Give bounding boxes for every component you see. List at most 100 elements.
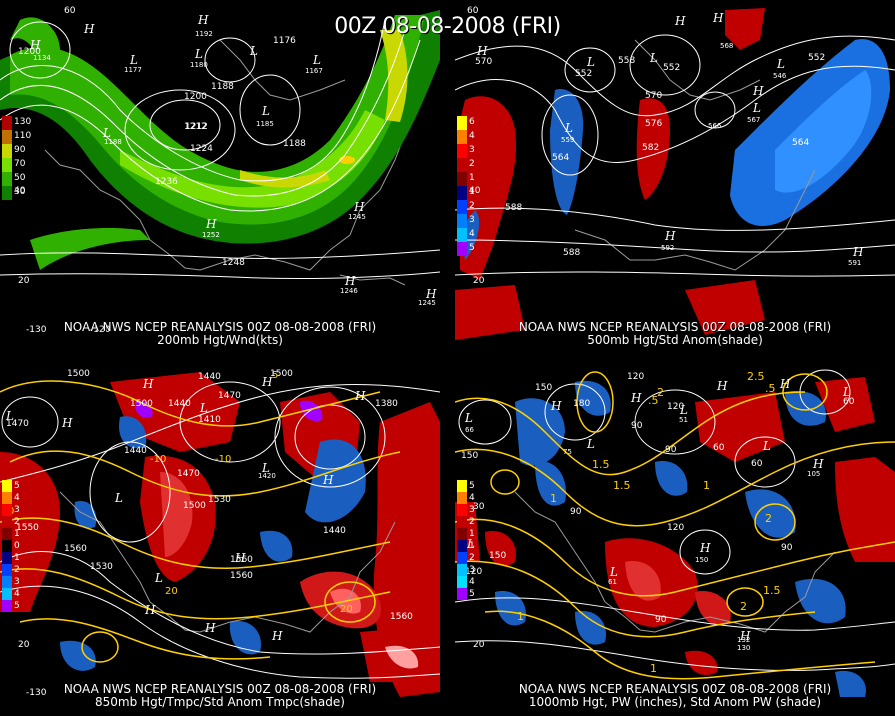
height-label: 1440 — [168, 399, 191, 409]
height-label: 1420 — [258, 472, 276, 480]
panel-200mb: 1200 1134 1212 1177 1180 1192 1176 1167 … — [0, 0, 440, 354]
temperature-contours-850mb — [0, 380, 401, 663]
svg-text:.5: .5 — [765, 382, 776, 395]
legend-label: 2 — [469, 517, 475, 527]
height-label: 51 — [679, 416, 688, 424]
legend-label: 2 — [469, 201, 475, 211]
height-label: 90 — [655, 615, 667, 625]
height-label: 60 — [713, 443, 725, 453]
height-label: 552 — [663, 63, 680, 73]
height-label: 1224 — [190, 144, 213, 154]
legend-swatch — [457, 588, 467, 600]
height-label: 1560 — [230, 571, 253, 581]
height-label: 564 — [792, 138, 809, 148]
legend-swatch — [457, 540, 467, 552]
map-200mb: 1200 1134 1212 1177 1180 1192 1176 1167 … — [0, 10, 440, 307]
svg-text:L: L — [102, 126, 111, 140]
legend-label: 3 — [14, 577, 20, 587]
legend-swatch — [2, 528, 12, 540]
valid-time-banner: 00Z 08-08-2008 (FRI) — [334, 14, 561, 39]
svg-text:-10: -10 — [215, 454, 231, 465]
svg-text:2: 2 — [765, 512, 772, 525]
legend-label: 90 — [14, 145, 26, 155]
legend-label: 4 — [14, 589, 20, 599]
height-label: 1440 — [323, 526, 346, 536]
svg-text:H: H — [261, 375, 273, 389]
height-label: 1246 — [340, 287, 358, 295]
svg-text:1.5: 1.5 — [613, 479, 631, 492]
height-label: 570 — [645, 91, 662, 101]
legend-label: 4 — [469, 131, 475, 141]
height-label: 66 — [465, 426, 474, 434]
height-label: 582 — [642, 143, 659, 153]
pw-labels-1000mb: 2.5 1.5 .5 1 1.5 2 1.5 1 2 1 2 1 .5 — [517, 370, 781, 675]
height-contours-500mb — [455, 34, 895, 277]
svg-text:L: L — [261, 104, 270, 118]
legend-label: 70 — [14, 159, 26, 169]
svg-text:H: H — [779, 377, 791, 391]
legend-label: 5 — [14, 601, 20, 611]
height-label: 552 — [808, 53, 825, 63]
svg-text:L: L — [129, 53, 138, 67]
svg-text:L: L — [842, 385, 851, 399]
svg-text:L: L — [752, 101, 761, 115]
svg-text:H: H — [550, 399, 562, 413]
svg-text:L: L — [564, 121, 573, 135]
svg-text:1: 1 — [517, 610, 524, 623]
svg-text:L: L — [464, 411, 473, 425]
legend-label: 3 — [469, 505, 475, 515]
legend-swatch — [2, 172, 12, 186]
legend-swatch — [457, 480, 467, 492]
svg-text:H: H — [425, 287, 437, 301]
svg-text:L: L — [194, 47, 203, 61]
legend-swatch — [457, 172, 467, 186]
lon-label: -130 — [26, 325, 47, 335]
height-label: 1380 — [375, 399, 398, 409]
wind-legend: 130 110 90 70 50 30 — [2, 116, 31, 200]
pressure-centers-200mb: H H H L L L L H H H L H L — [29, 13, 437, 301]
lat-label: 20 — [18, 640, 30, 650]
svg-text:1.5: 1.5 — [763, 584, 781, 597]
map-1000mb: 150 120 150 180 90 60 60 90 120 150 90 1… — [455, 369, 895, 697]
panel-caption-line2: 500mb Hgt/Std Anom(shade) — [587, 333, 763, 347]
anomaly-shading-850mb — [0, 372, 440, 697]
svg-text:H: H — [852, 245, 864, 259]
svg-text:H: H — [344, 274, 356, 288]
svg-text:H: H — [322, 473, 334, 487]
height-labels-500mb: 570 564 552 558 552 568 552 546 570 576 … — [475, 42, 861, 267]
height-label: 90 — [631, 421, 643, 431]
svg-text:L: L — [762, 439, 771, 453]
legend-swatch — [2, 130, 12, 144]
height-label: 1134 — [33, 54, 51, 62]
lon-label: -120 — [90, 325, 111, 335]
height-label: 559 — [561, 136, 574, 144]
height-contours-200mb — [0, 19, 440, 280]
height-label: 564 — [552, 153, 569, 163]
svg-text:H: H — [197, 13, 209, 27]
panel-caption-line2: 850mb Hgt/Tmpc/Std Anom Tmpc(shade) — [95, 695, 345, 709]
height-label: 1530 — [208, 495, 231, 505]
height-label: 1470 — [177, 469, 200, 479]
height-label: 150 — [461, 451, 478, 461]
svg-text:H: H — [752, 84, 764, 98]
height-label: 1560 — [390, 612, 413, 622]
jet-shading — [0, 10, 440, 270]
svg-text:L: L — [261, 461, 270, 475]
svg-text:H: H — [204, 621, 216, 635]
panel-caption-line2: 1000mb Hgt, PW (inches), Std Anom PW (sh… — [528, 695, 822, 709]
anomaly-shading-500mb — [455, 8, 890, 340]
svg-text:L: L — [199, 401, 208, 415]
svg-text:H: H — [61, 416, 73, 430]
svg-text:H: H — [712, 11, 724, 25]
height-label: 1550 — [16, 523, 39, 533]
height-label: 1180 — [190, 61, 208, 69]
legend-swatch — [2, 158, 12, 172]
height-label: 1212 — [185, 122, 208, 132]
svg-text:20: 20 — [340, 604, 353, 615]
height-label: 588 — [563, 248, 580, 258]
legend-swatch — [457, 516, 467, 528]
anomaly-legend: 5 4 3 2 1 0 1 2 3 4 5 — [2, 480, 24, 612]
legend-swatch — [457, 576, 467, 588]
legend-swatch — [2, 576, 12, 588]
